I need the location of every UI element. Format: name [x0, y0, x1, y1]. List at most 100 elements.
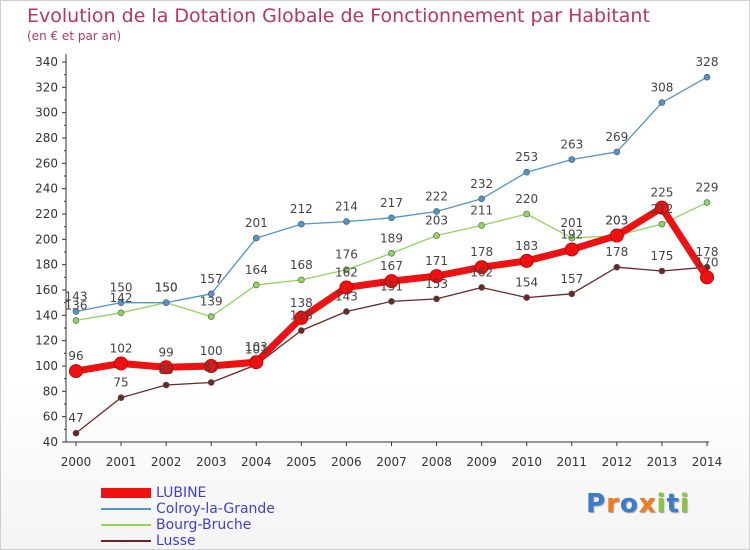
data-point-lusse	[343, 308, 350, 315]
data-label-colroy-la-grande: 253	[515, 150, 538, 164]
data-point-lubine	[474, 260, 489, 275]
data-point-colroy-la-grande	[613, 148, 621, 156]
x-tick-label: 2001	[106, 455, 137, 469]
data-point-colroy-la-grande	[658, 99, 666, 106]
x-tick-label: 2004	[241, 455, 272, 469]
chart-subtitle: (en € et par an)	[27, 29, 122, 43]
x-tick-label: 2010	[511, 455, 542, 469]
data-label-bourg-bruche: 150	[155, 281, 178, 295]
data-point-lubine	[249, 355, 264, 370]
data-label-colroy-la-grande: 308	[650, 81, 673, 95]
data-point-lubine	[339, 280, 354, 295]
data-point-colroy-la-grande	[703, 73, 711, 81]
data-point-colroy-la-grande	[207, 290, 215, 298]
data-point-lubine	[114, 356, 129, 371]
logo-letter: r	[606, 489, 620, 519]
data-label-lubine: 171	[425, 254, 448, 268]
data-point-bourg-bruche	[207, 313, 215, 320]
y-tick-label: 300	[35, 106, 58, 120]
x-tick-label: 2013	[647, 455, 678, 469]
data-label-lubine: 170	[696, 255, 719, 269]
x-tick-label: 2003	[196, 455, 227, 469]
data-label-bourg-bruche: 168	[290, 258, 313, 272]
proxiti-logo: Proxiti	[586, 489, 690, 519]
data-point-colroy-la-grande	[478, 195, 485, 203]
data-label-lubine: 100	[200, 344, 223, 358]
data-point-lubine	[564, 242, 579, 257]
data-label-lubine: 162	[335, 265, 358, 279]
data-point-bourg-bruche	[388, 249, 395, 257]
x-tick-label: 2005	[286, 455, 317, 469]
data-point-lusse	[568, 290, 576, 298]
data-point-colroy-la-grande	[523, 168, 531, 176]
data-label-lubine: 103	[245, 340, 268, 354]
x-tick-label: 2014	[692, 455, 723, 469]
data-label-lusse: 101	[245, 343, 268, 357]
data-point-colroy-la-grande	[343, 218, 350, 225]
data-point-bourg-bruche	[252, 281, 260, 289]
legend-swatch-colroy	[101, 508, 151, 510]
data-point-bourg-bruche	[433, 232, 440, 239]
data-label-colroy-la-grande: 212	[290, 202, 313, 216]
legend-swatch-lubine	[101, 488, 151, 498]
data-point-lubine	[294, 310, 309, 325]
data-point-colroy-la-grande	[117, 299, 125, 306]
x-tick-label: 2008	[421, 455, 452, 469]
data-point-bourg-bruche	[568, 234, 576, 242]
y-tick-label: 120	[35, 334, 58, 348]
data-label-lusse: 153	[425, 277, 448, 291]
y-tick-label: 240	[35, 182, 58, 196]
data-point-bourg-bruche	[72, 317, 80, 324]
data-point-lusse	[207, 379, 215, 386]
data-point-bourg-bruche	[658, 220, 666, 228]
data-point-lubine	[519, 253, 534, 268]
data-point-lubine	[700, 270, 714, 285]
data-point-colroy-la-grande	[298, 220, 305, 228]
data-label-colroy-la-grande: 217	[380, 196, 403, 210]
data-point-bourg-bruche	[343, 266, 350, 274]
y-tick-label: 340	[35, 55, 58, 69]
data-label-bourg-bruche: 203	[605, 214, 628, 228]
y-tick-label: 60	[43, 410, 58, 424]
data-point-lusse	[478, 284, 485, 291]
data-point-colroy-la-grande	[252, 234, 260, 242]
data-label-lubine: 225	[650, 186, 673, 200]
data-label-lusse: 85	[159, 363, 174, 377]
y-tick-label: 220	[35, 207, 58, 221]
logo-letter: i	[656, 489, 667, 519]
data-label-colroy-la-grande: 150	[155, 281, 178, 295]
data-point-colroy-la-grande	[388, 214, 395, 222]
y-tick-label: 160	[35, 283, 58, 297]
x-tick-label: 2006	[331, 455, 362, 469]
data-point-lubine	[69, 364, 83, 379]
data-point-lusse	[388, 298, 395, 305]
data-label-lubine: 178	[470, 245, 493, 259]
data-point-lusse	[613, 263, 621, 271]
data-label-bourg-bruche: 139	[200, 295, 223, 309]
logo-letter: i	[679, 489, 690, 519]
data-point-colroy-la-grande	[433, 208, 440, 215]
logo-letter: o	[619, 489, 639, 519]
data-label-lusse: 157	[560, 272, 583, 286]
data-label-lusse: 178	[696, 245, 719, 259]
data-label-lubine: 183	[515, 239, 538, 253]
data-point-lusse	[523, 294, 531, 301]
chart-title: Evolution de la Dotation Globale de Fonc…	[27, 5, 650, 27]
data-label-colroy-la-grande: 150	[110, 281, 133, 295]
data-point-lusse	[117, 394, 125, 401]
legend-label-bourg-bruche: Bourg-Bruche	[156, 517, 252, 533]
data-label-bourg-bruche: 201	[560, 216, 583, 230]
data-point-bourg-bruche	[117, 309, 125, 317]
data-label-bourg-bruche: 211	[470, 203, 493, 217]
data-label-colroy-la-grande: 269	[605, 130, 628, 144]
data-label-lubine: 167	[380, 259, 403, 273]
data-label-bourg-bruche: 142	[110, 291, 133, 305]
data-label-bourg-bruche: 189	[380, 231, 403, 245]
data-labels: 47 75 85 87 101 128 143 151 153 162 154 157 178 175 17…	[65, 55, 719, 425]
legend-label-lubine: LUBINE	[156, 485, 207, 501]
data-label-lusse: 87	[204, 360, 219, 374]
data-point-colroy-la-grande	[162, 299, 170, 306]
data-point-lubine	[159, 360, 174, 375]
data-label-colroy-la-grande: 328	[696, 55, 719, 69]
